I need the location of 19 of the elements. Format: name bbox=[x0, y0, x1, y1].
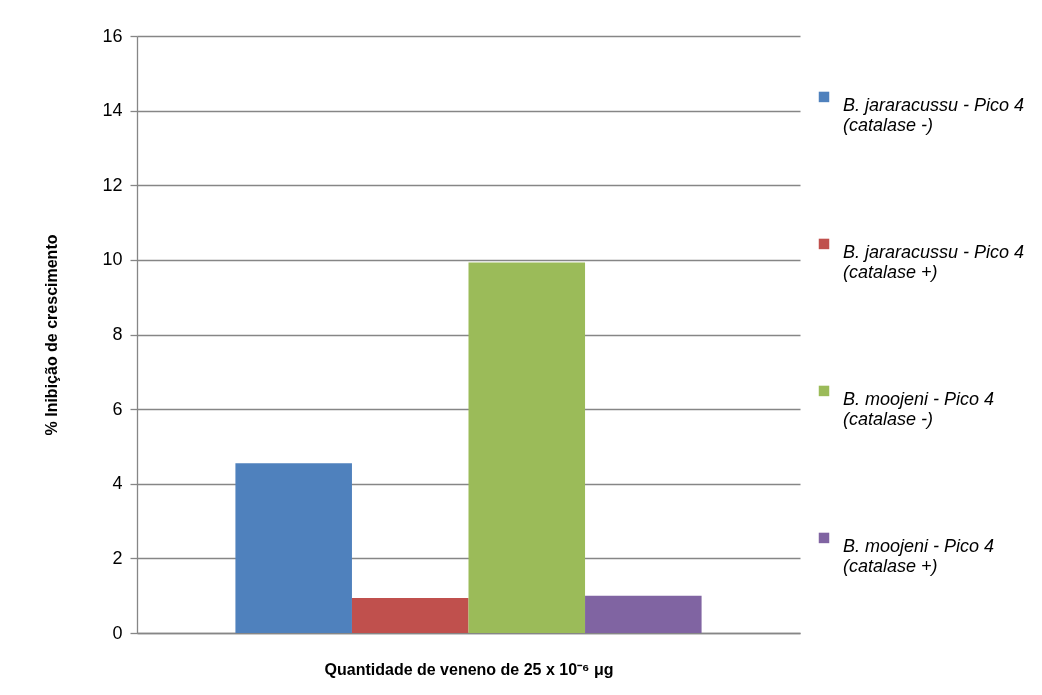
legend-label: B. jararacussu - Pico 4 (catalase +) bbox=[843, 241, 1025, 282]
y-tick-label: 12 bbox=[102, 174, 123, 195]
legend-label: B. moojeni - Pico 4 (catalase -) bbox=[843, 388, 995, 429]
y-tick-label: 8 bbox=[112, 324, 123, 344]
y-axis-title: % Inibição de crescimento bbox=[43, 234, 61, 436]
y-tick-label: 2 bbox=[112, 547, 123, 568]
bar bbox=[468, 262, 586, 633]
bar bbox=[351, 597, 469, 633]
y-tick-label: 6 bbox=[112, 398, 123, 419]
legend-label: B. moojeni - Pico 4 (catalase +) bbox=[843, 535, 995, 576]
y-tick-label: 4 bbox=[112, 473, 123, 494]
bar bbox=[585, 595, 702, 633]
y-tick-label: 16 bbox=[102, 25, 123, 46]
y-tick-label: 14 bbox=[102, 100, 123, 121]
x-axis-title: Quantidade de veneno de 25 x 10⁻⁶ μg bbox=[324, 660, 614, 678]
y-tick-label: 0 bbox=[112, 622, 123, 643]
bar bbox=[235, 463, 352, 633]
legend-label: B. jararacussu - Pico 4 (catalase -) bbox=[843, 94, 1025, 135]
y-tick-label: 10 bbox=[102, 249, 123, 270]
